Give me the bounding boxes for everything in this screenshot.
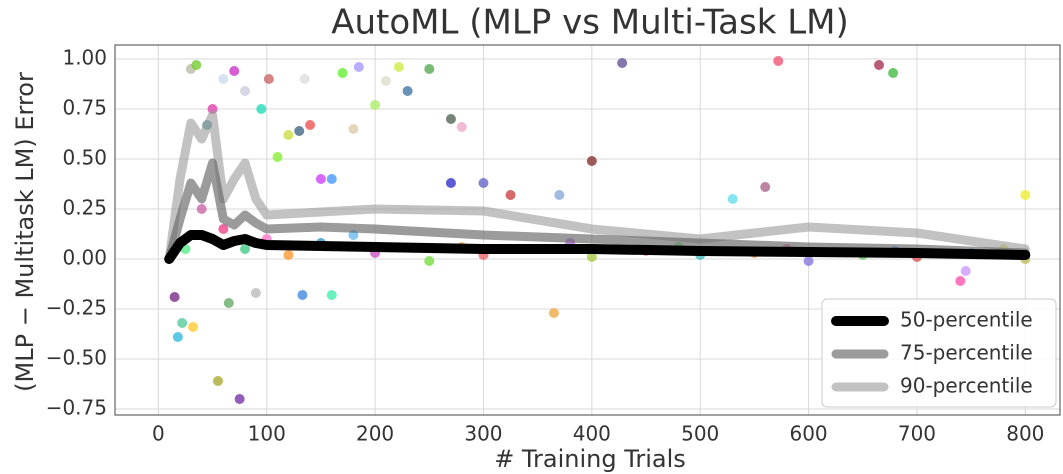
- scatter-point: [548, 308, 559, 318]
- scatter-point: [370, 100, 381, 110]
- legend-label: 90-percentile: [900, 374, 1033, 398]
- scatter-point: [505, 190, 516, 200]
- scatter-point: [263, 74, 274, 84]
- x-tick-label: 100: [248, 422, 286, 446]
- scatter-point: [212, 376, 223, 386]
- scatter-point: [326, 290, 337, 300]
- scatter-point: [586, 252, 597, 262]
- scatter-point: [272, 152, 283, 162]
- x-tick-label: 500: [681, 422, 719, 446]
- scatter-point: [353, 62, 364, 72]
- scatter-point: [445, 114, 456, 124]
- scatter-point: [727, 194, 738, 204]
- percentile-line: [164, 230, 1031, 264]
- scatter-point: [169, 292, 180, 302]
- scatter-point: [188, 322, 199, 332]
- x-tick-label: 600: [789, 422, 827, 446]
- y-tick-label: −0.25: [46, 296, 107, 320]
- chart-title: AutoML (MLP vs Multi-Task LM): [331, 3, 849, 43]
- scatter-point: [888, 68, 899, 78]
- x-tick-label: 400: [573, 422, 611, 446]
- scatter-point: [456, 122, 467, 132]
- y-tick-label: 0.25: [62, 196, 107, 220]
- plot-frame: [114, 44, 1061, 416]
- legend-label: 50-percentile: [900, 308, 1033, 332]
- scatter-point: [256, 104, 267, 114]
- scatter-point: [297, 290, 308, 300]
- scatter-point: [393, 62, 404, 72]
- x-tick-label: 0: [152, 422, 165, 446]
- scatter-point: [240, 86, 251, 96]
- scatter-point: [283, 250, 294, 260]
- y-tick-label: 0.50: [62, 146, 107, 170]
- scatter-point: [229, 66, 240, 76]
- percentile-line: [164, 110, 1030, 264]
- percentile-line: [164, 158, 1030, 264]
- scatter-point: [586, 156, 597, 166]
- scatter-point: [326, 174, 337, 184]
- scatter-point: [874, 60, 885, 70]
- y-tick-label: −0.75: [46, 396, 107, 420]
- x-tick-label: 800: [1006, 422, 1044, 446]
- scatter-point: [196, 204, 207, 214]
- scatter-point: [424, 64, 435, 74]
- y-tick-label: 0.75: [62, 96, 107, 120]
- scatter-point: [234, 394, 245, 404]
- scatter-point: [760, 182, 771, 192]
- scatter-point: [240, 244, 251, 254]
- scatter-point: [294, 126, 305, 136]
- scatter-point: [773, 56, 784, 66]
- scatter-point: [305, 120, 316, 130]
- y-tick-label: −0.50: [46, 346, 107, 370]
- scatter-point: [337, 68, 348, 78]
- scatter-point: [617, 58, 628, 68]
- y-tick-label: 0.00: [62, 246, 107, 270]
- scatter-point: [315, 174, 326, 184]
- scatter-point: [299, 74, 310, 84]
- scatter-point: [380, 76, 391, 86]
- scatter-point: [955, 276, 966, 286]
- x-tick-label: 200: [356, 422, 394, 446]
- scatter-point: [554, 190, 565, 200]
- scatter-point: [172, 332, 183, 342]
- scatter-point: [218, 224, 229, 234]
- scatter-point: [960, 266, 971, 276]
- scatter-point: [402, 86, 413, 96]
- scatter-point: [1020, 190, 1031, 200]
- legend-label: 75-percentile: [900, 341, 1033, 365]
- scatter-point: [478, 178, 489, 188]
- scatter-point: [424, 256, 435, 266]
- x-tick-label: 300: [464, 422, 502, 446]
- y-tick-label: 1.00: [62, 46, 107, 70]
- y-axis-label: (MLP − Multitask LM) Error: [11, 72, 39, 392]
- x-axis-label: # Training Trials: [494, 445, 686, 473]
- x-tick-label: 700: [898, 422, 936, 446]
- scatter-point: [348, 124, 359, 134]
- scatter-point: [218, 74, 229, 84]
- scatter-point: [191, 60, 202, 70]
- scatter-point: [803, 256, 814, 266]
- scatter-point: [445, 178, 456, 188]
- scatter-point: [177, 318, 188, 328]
- scatter-point: [283, 130, 294, 140]
- scatter-point: [250, 288, 261, 298]
- scatter-point: [223, 298, 234, 308]
